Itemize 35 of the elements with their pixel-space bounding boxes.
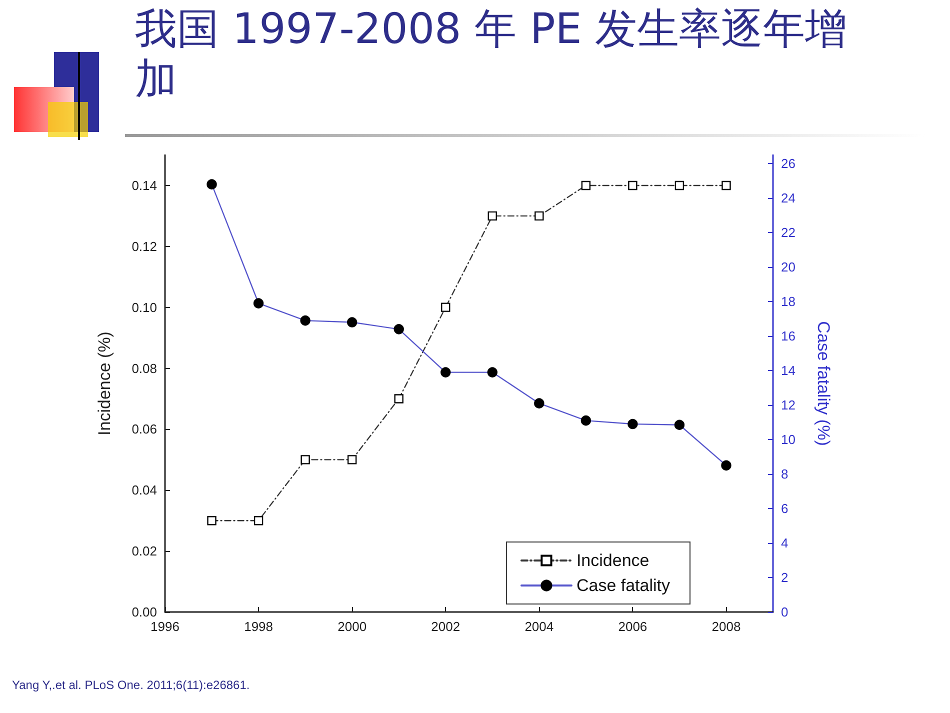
x-tick-label: 2002 [431, 619, 460, 634]
y-tick-label: 0.08 [132, 360, 157, 376]
y2-tick-label: 4 [781, 536, 788, 551]
y2-tick-label: 16 [781, 328, 796, 344]
y2-tick-label: 6 [781, 501, 788, 516]
x-tick-label: 1996 [150, 619, 180, 634]
y-tick-label: 0.04 [132, 482, 157, 498]
y-tick-label: 0.10 [132, 300, 157, 315]
y2-tick-label: 2 [781, 570, 788, 586]
x-tick-label: 1998 [244, 619, 273, 634]
y-tick-label: 0.14 [132, 178, 157, 193]
y-tick-label: 0.12 [132, 238, 157, 254]
y2-tick-label: 10 [781, 432, 796, 448]
y2-tick-label: 20 [781, 260, 796, 275]
text: Yang Y,.et al. PLoS One. 2011;6(11):e26861. [12, 678, 250, 692]
y2-tick-label: 22 [781, 225, 796, 240]
x-tick-label: 2008 [712, 619, 741, 634]
y-tick-label: 0.02 [132, 544, 157, 559]
y2-tick-label: 12 [781, 398, 796, 413]
chart-title: 我国 1997-2008 年 PE 发生率逐年增加 [135, 4, 848, 104]
y2-axis-title: Case fatality (%) [814, 321, 833, 446]
y2-tick-label: 18 [781, 294, 796, 310]
legend-label: Case fatality [576, 576, 670, 595]
y2-tick-label: 24 [781, 190, 796, 206]
x-tick-label: 2006 [618, 619, 648, 634]
y2-tick-label: 0 [781, 604, 788, 620]
y2-tick-label: 8 [781, 466, 788, 482]
y-axis-title: Incidence (%) [95, 332, 114, 436]
y2-tick-label: 26 [781, 156, 796, 172]
legend-label: Incidence [576, 551, 650, 570]
y2-tick-label: 14 [781, 363, 796, 378]
x-tick-label: 2000 [338, 619, 367, 634]
y-tick-label: 0.00 [132, 604, 157, 620]
x-tick-label: 2004 [524, 619, 554, 634]
y-tick-label: 0.06 [132, 422, 157, 437]
